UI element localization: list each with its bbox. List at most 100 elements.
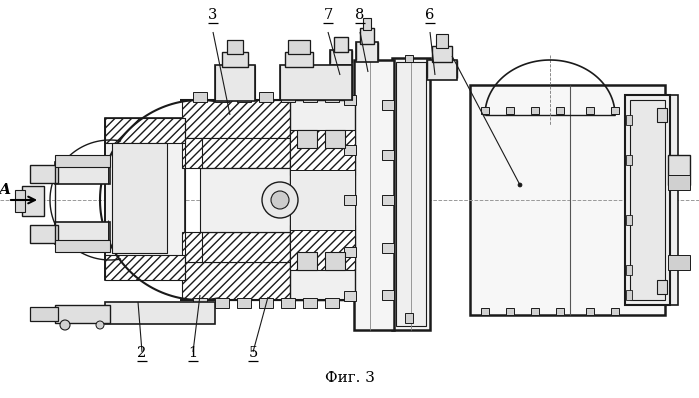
Bar <box>626 215 632 225</box>
Bar <box>626 115 632 125</box>
Bar <box>200 232 352 262</box>
Bar <box>105 118 185 280</box>
Bar <box>30 225 58 243</box>
Bar <box>481 308 489 315</box>
Circle shape <box>96 321 104 329</box>
Text: 3: 3 <box>208 8 217 22</box>
Bar <box>586 308 594 315</box>
Bar <box>200 138 352 168</box>
Text: А: А <box>0 183 11 197</box>
Circle shape <box>60 320 70 330</box>
Bar <box>325 298 339 308</box>
Bar <box>325 92 339 102</box>
Bar <box>193 92 207 102</box>
Bar <box>626 265 632 275</box>
Bar <box>55 305 110 323</box>
Text: 2: 2 <box>138 346 147 360</box>
Bar <box>668 175 690 190</box>
Bar <box>22 186 44 216</box>
Bar <box>382 150 394 160</box>
Bar <box>55 155 110 167</box>
Bar <box>288 40 310 54</box>
Bar <box>227 40 243 54</box>
Bar <box>392 58 430 330</box>
Bar <box>285 52 313 67</box>
Bar <box>344 95 356 105</box>
Bar <box>611 308 619 315</box>
Bar <box>297 252 317 270</box>
Bar <box>182 138 202 168</box>
Bar <box>290 225 355 270</box>
Bar <box>325 130 345 148</box>
Bar <box>382 290 394 300</box>
Circle shape <box>271 191 289 209</box>
Bar <box>281 298 295 308</box>
Bar <box>344 145 356 155</box>
Bar <box>586 107 594 114</box>
Bar <box>405 55 413 62</box>
Bar <box>237 298 251 308</box>
Bar <box>382 243 394 253</box>
Bar <box>325 252 345 270</box>
Bar <box>668 255 690 270</box>
Text: Фиг. 3: Фиг. 3 <box>325 371 375 385</box>
Bar <box>303 298 317 308</box>
Bar <box>237 92 251 102</box>
Circle shape <box>262 182 298 218</box>
Bar <box>182 262 352 300</box>
Bar <box>626 290 632 300</box>
Bar <box>15 190 25 212</box>
Bar <box>356 42 378 62</box>
Bar <box>630 100 665 300</box>
Text: 7: 7 <box>324 8 333 22</box>
Text: 6: 6 <box>425 8 435 22</box>
Bar <box>290 100 355 300</box>
Bar <box>222 52 248 67</box>
Bar <box>626 155 632 165</box>
Bar <box>297 130 317 148</box>
Bar <box>200 168 352 232</box>
Bar <box>105 302 215 324</box>
Bar <box>657 108 667 122</box>
Bar <box>290 170 355 230</box>
Bar <box>182 100 352 138</box>
Circle shape <box>518 183 522 187</box>
Text: 8: 8 <box>355 8 365 22</box>
Text: 1: 1 <box>189 346 198 360</box>
Bar <box>556 308 564 315</box>
Bar <box>193 298 207 308</box>
Bar <box>344 247 356 257</box>
Bar <box>363 18 371 30</box>
Bar <box>215 92 229 102</box>
Bar <box>55 222 110 244</box>
Bar <box>259 298 273 308</box>
Bar <box>30 307 58 321</box>
Bar <box>344 195 356 205</box>
Text: 5: 5 <box>248 346 258 360</box>
Bar <box>470 85 665 315</box>
Bar <box>55 240 110 252</box>
Bar <box>657 280 667 294</box>
Bar <box>112 143 167 253</box>
Bar <box>611 107 619 114</box>
Bar <box>432 46 452 62</box>
Bar <box>531 308 539 315</box>
Bar <box>215 298 229 308</box>
Bar <box>360 28 374 44</box>
Bar <box>105 118 185 143</box>
Bar <box>215 65 255 101</box>
Bar <box>382 100 394 110</box>
Bar <box>280 65 352 100</box>
Bar <box>660 95 678 305</box>
Bar <box>668 155 690 185</box>
Bar <box>506 308 514 315</box>
Bar <box>625 95 670 305</box>
Bar <box>396 62 426 326</box>
Bar <box>105 255 185 280</box>
Bar <box>506 107 514 114</box>
Bar <box>281 92 295 102</box>
Bar <box>427 60 457 80</box>
Bar <box>303 92 317 102</box>
Bar <box>259 92 273 102</box>
Bar <box>182 232 202 262</box>
